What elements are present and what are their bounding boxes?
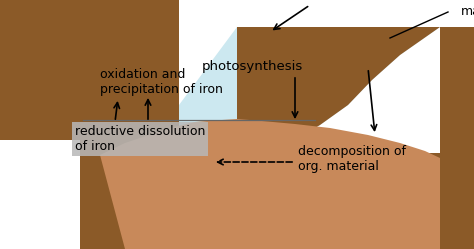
Polygon shape	[80, 27, 440, 249]
Text: reductive dissolution
of iron: reductive dissolution of iron	[75, 125, 205, 153]
Text: oxidation and
precipitation of iron: oxidation and precipitation of iron	[100, 68, 223, 96]
Polygon shape	[100, 119, 440, 249]
Polygon shape	[0, 0, 179, 249]
Polygon shape	[80, 27, 179, 249]
Polygon shape	[237, 27, 474, 249]
Polygon shape	[238, 0, 474, 249]
Polygon shape	[440, 27, 474, 249]
Text: photosynthesis: photosynthesis	[201, 60, 302, 73]
Polygon shape	[237, 27, 474, 249]
Text: decomposition of
org. material: decomposition of org. material	[298, 145, 406, 173]
Text: material: material	[461, 5, 474, 18]
Polygon shape	[0, 0, 178, 249]
